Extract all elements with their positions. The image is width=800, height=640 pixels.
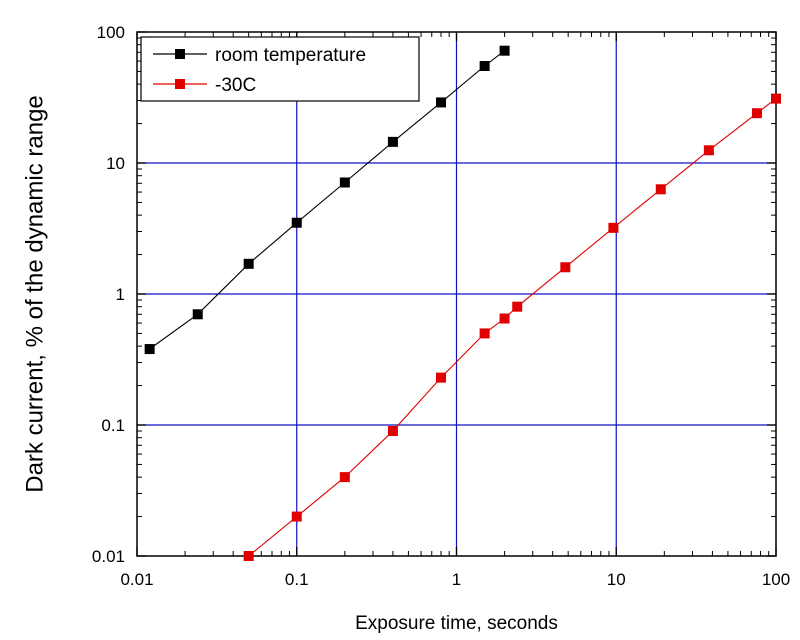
legend: room temperature -30C [140,36,420,102]
data-point-marker [608,222,619,233]
data-point-marker [243,258,254,269]
x-tick-label: 10 [607,570,626,589]
y-tick-label: 10 [106,154,125,173]
x-tick-label: 100 [762,570,790,589]
grid-lines [137,32,776,556]
data-point-marker [560,262,571,273]
data-point-marker [512,301,523,312]
series-layer [144,45,781,561]
data-point-marker [655,184,666,195]
data-point-marker [499,45,510,56]
data-point-marker [339,177,350,188]
axis-ticks: 0.01 0.1 1 10 100 0.01 0.1 1 10 100 [92,23,790,589]
y-tick-label: 0.01 [92,547,125,566]
data-point-marker [291,511,302,522]
data-point-marker [192,309,203,320]
y-axis-title: Dark current, % of the dynamic range [21,95,48,493]
legend-marker [175,79,185,89]
data-point-marker [479,328,490,339]
data-point-marker [436,372,447,383]
data-point-marker [751,108,762,119]
x-axis-title: Exposure time, seconds [355,613,558,634]
series-2 [243,93,781,561]
data-point-marker [703,145,714,156]
legend-label: room temperature [215,45,366,66]
data-point-marker [339,472,350,483]
data-point-marker [499,313,510,324]
y-tick-label: 0.1 [101,416,125,435]
x-tick-label: 0.01 [120,570,153,589]
legend-box [140,36,420,102]
x-tick-label: 1 [452,570,461,589]
legend-marker [175,49,185,59]
data-point-marker [144,344,155,355]
legend-item: -30C [153,75,256,96]
series-1 [144,45,510,355]
data-point-marker [291,217,302,228]
legend-label: -30C [215,75,256,96]
y-tick-label: 100 [97,23,125,42]
x-tick-label: 0.1 [285,570,309,589]
y-tick-label: 1 [116,285,125,304]
legend-item: room temperature [153,45,366,66]
data-point-marker [771,93,781,104]
data-point-marker [387,136,398,147]
data-point-marker [387,425,398,436]
series-line [248,98,777,557]
data-point-marker [436,97,447,108]
data-point-marker [479,61,490,72]
data-point-marker [243,551,254,561]
